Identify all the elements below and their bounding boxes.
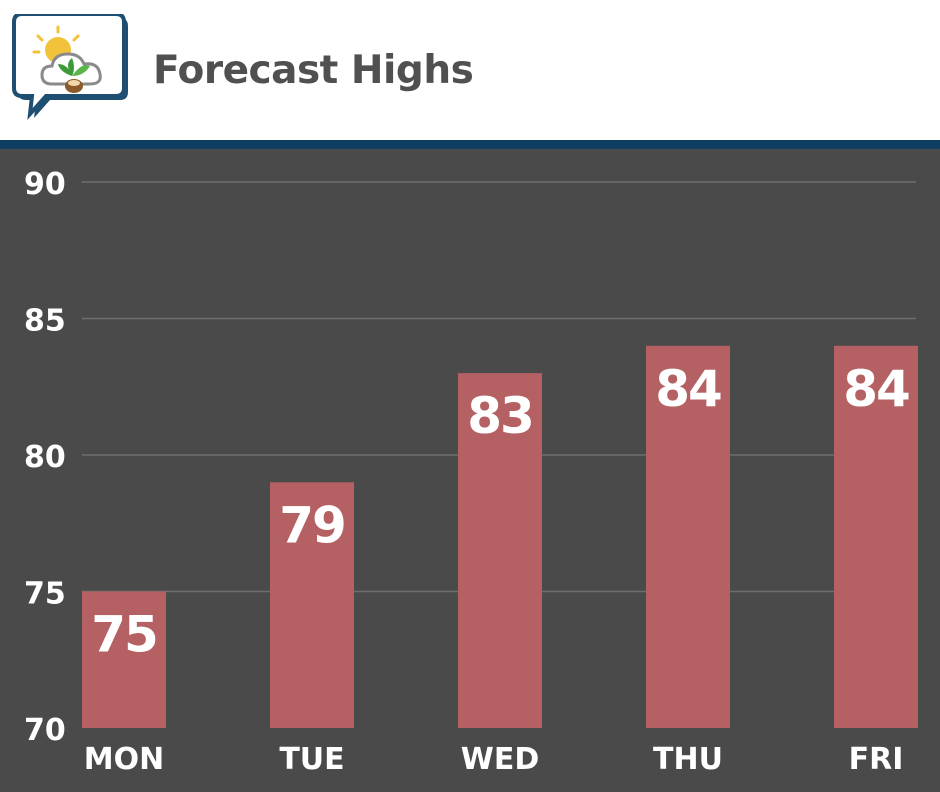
header-divider [0,140,940,149]
bar-chart: 70 75 80 85 90 75 MON 79 TUE 83 WED 84 THU 84 FRI [0,149,940,788]
data-label: 83 [467,387,533,445]
x-tick-label: FRI [849,742,904,777]
y-tick-label: 90 [24,167,66,202]
bar-chart-svg: 70 75 80 85 90 75 MON 79 TUE 83 WED 84 THU 84 FRI [24,167,918,777]
y-tick-label: 70 [24,713,66,748]
data-label: 79 [279,496,345,554]
header-bar: Forecast Highs [0,0,940,140]
bar-mon [82,591,166,728]
data-label: 75 [91,606,157,664]
x-tick-label: TUE [279,742,344,777]
page-title: Forecast Highs [153,48,474,93]
bar-fri [834,345,918,728]
y-tick-label: 75 [24,577,66,612]
y-tick-label: 85 [24,304,66,339]
data-label: 84 [655,360,721,418]
data-label: 84 [843,360,909,418]
bar-wed [458,373,542,728]
bar-tue [270,482,354,728]
x-tick-label: WED [461,742,540,777]
x-tick-label: THU [653,742,723,777]
weather-leaf-logo-icon [10,12,135,124]
y-tick-label: 80 [24,440,66,475]
bar-thu [646,345,730,728]
x-tick-label: MON [84,742,164,777]
